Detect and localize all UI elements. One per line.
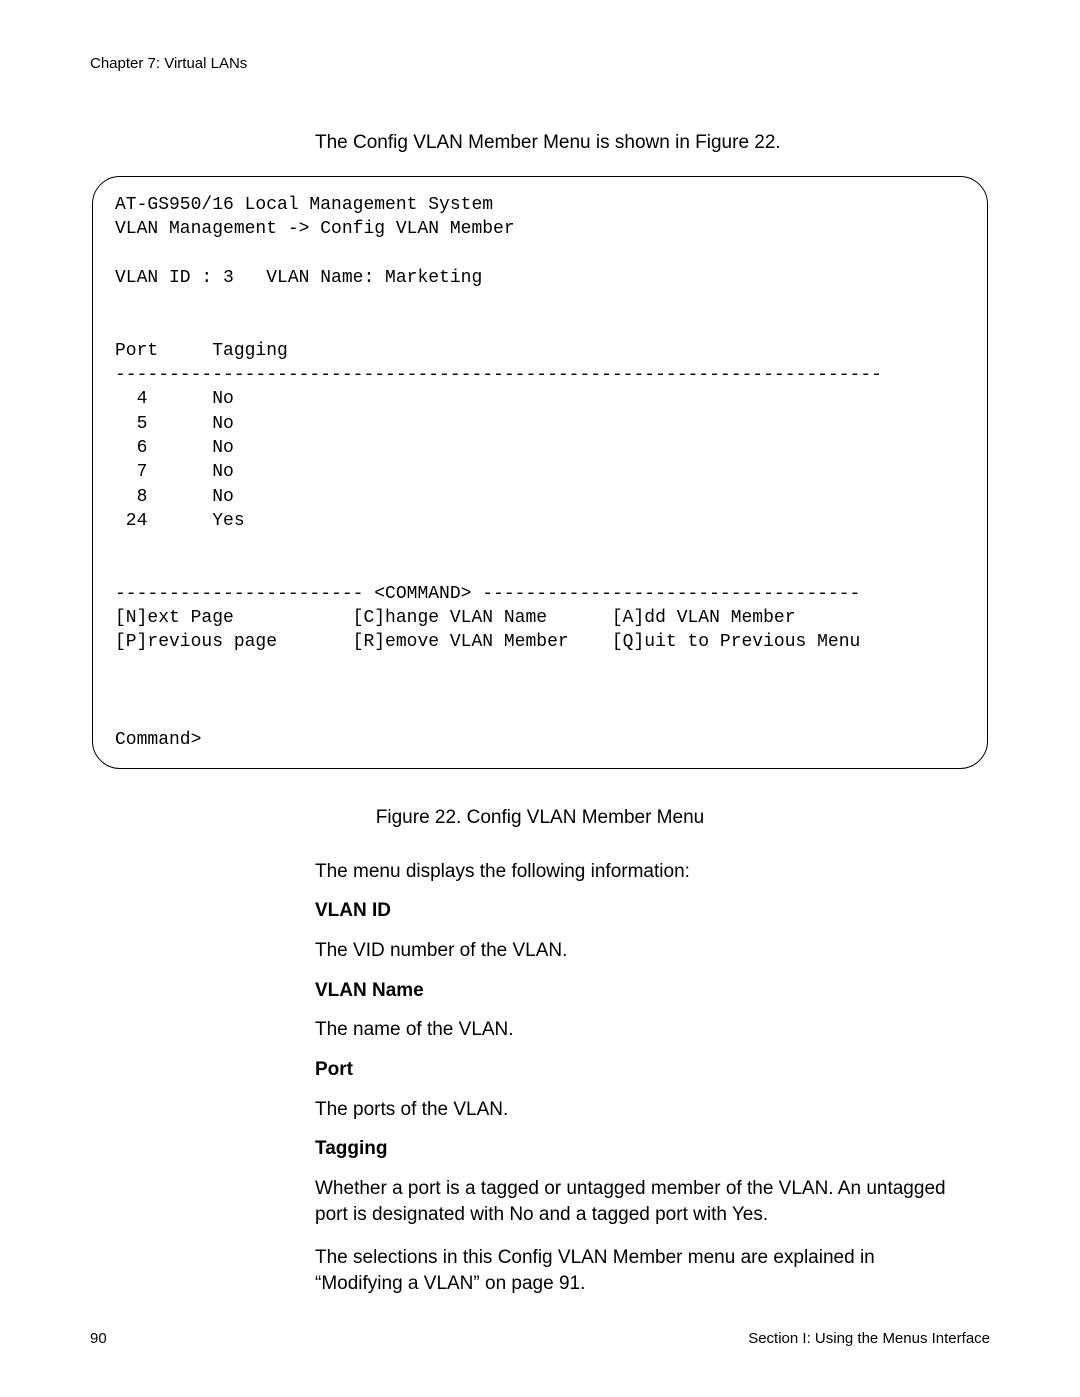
terminal-screen: AT-GS950/16 Local Management System VLAN… — [92, 176, 988, 769]
body-intro: The menu displays the following informat… — [315, 859, 954, 885]
body-text-region: The menu displays the following informat… — [315, 859, 954, 1297]
section-label: Section I: Using the Menus Interface — [748, 1330, 990, 1347]
definition-term: Port — [315, 1057, 954, 1083]
intro-text: The Config VLAN Member Menu is shown in … — [315, 132, 990, 154]
closing-text: The selections in this Config VLAN Membe… — [315, 1245, 954, 1296]
page-number: 90 — [90, 1330, 107, 1347]
definition-desc: The VID number of the VLAN. — [315, 938, 954, 964]
definition-term: Tagging — [315, 1136, 954, 1162]
page-footer: 90 Section I: Using the Menus Interface — [90, 1330, 990, 1347]
definition-desc: The name of the VLAN. — [315, 1017, 954, 1043]
page-container: Chapter 7: Virtual LANs The Config VLAN … — [0, 0, 1080, 1397]
definition-desc: Whether a port is a tagged or untagged m… — [315, 1176, 954, 1227]
figure-caption: Figure 22. Config VLAN Member Menu — [90, 807, 990, 829]
chapter-header: Chapter 7: Virtual LANs — [90, 55, 990, 72]
definition-desc: The ports of the VLAN. — [315, 1097, 954, 1123]
definition-term: VLAN Name — [315, 978, 954, 1004]
definition-term: VLAN ID — [315, 898, 954, 924]
